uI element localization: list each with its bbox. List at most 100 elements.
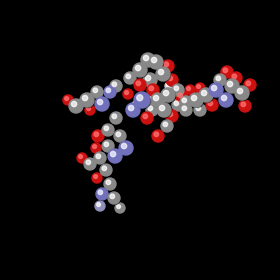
Circle shape — [244, 79, 256, 91]
Circle shape — [216, 76, 221, 81]
Circle shape — [80, 93, 94, 107]
Circle shape — [161, 88, 175, 102]
Circle shape — [96, 202, 105, 211]
Circle shape — [134, 79, 146, 91]
Circle shape — [167, 111, 178, 122]
Circle shape — [201, 90, 207, 96]
Circle shape — [151, 93, 165, 107]
Circle shape — [165, 82, 173, 90]
Circle shape — [141, 53, 155, 67]
Circle shape — [148, 106, 153, 111]
Circle shape — [246, 81, 251, 86]
Circle shape — [227, 81, 233, 87]
Circle shape — [84, 158, 96, 170]
Circle shape — [178, 93, 183, 98]
Circle shape — [221, 95, 234, 108]
Circle shape — [153, 95, 165, 108]
Circle shape — [97, 99, 103, 105]
Circle shape — [122, 143, 127, 149]
Circle shape — [187, 87, 190, 90]
Circle shape — [92, 144, 101, 153]
Circle shape — [173, 85, 185, 96]
Circle shape — [167, 75, 178, 87]
Circle shape — [134, 92, 150, 108]
Circle shape — [225, 79, 239, 93]
Circle shape — [111, 81, 122, 92]
Circle shape — [110, 112, 122, 124]
Circle shape — [119, 141, 133, 155]
Circle shape — [147, 105, 158, 116]
Circle shape — [196, 106, 200, 111]
Circle shape — [110, 80, 122, 92]
Circle shape — [96, 188, 108, 200]
Circle shape — [95, 97, 109, 111]
Circle shape — [162, 60, 174, 72]
Circle shape — [240, 101, 251, 113]
Circle shape — [85, 159, 96, 171]
Circle shape — [78, 154, 87, 163]
Circle shape — [143, 73, 157, 87]
Circle shape — [108, 192, 120, 204]
Circle shape — [109, 151, 122, 164]
Circle shape — [95, 201, 105, 211]
Circle shape — [189, 93, 203, 107]
Circle shape — [141, 112, 153, 124]
Circle shape — [156, 67, 170, 81]
Circle shape — [181, 105, 192, 116]
Circle shape — [124, 90, 133, 99]
Circle shape — [79, 155, 83, 158]
Circle shape — [231, 73, 242, 85]
Circle shape — [114, 130, 126, 142]
Circle shape — [151, 57, 164, 69]
Circle shape — [182, 98, 186, 102]
Circle shape — [191, 95, 204, 108]
Circle shape — [142, 113, 153, 124]
Circle shape — [125, 91, 129, 95]
Circle shape — [63, 95, 73, 105]
Circle shape — [158, 69, 164, 75]
Circle shape — [159, 105, 165, 111]
Circle shape — [95, 153, 106, 164]
Circle shape — [93, 145, 97, 148]
Circle shape — [145, 95, 155, 105]
Circle shape — [71, 101, 77, 107]
Circle shape — [182, 106, 186, 111]
Circle shape — [92, 173, 102, 183]
Circle shape — [106, 88, 111, 93]
Circle shape — [237, 88, 249, 101]
Circle shape — [111, 113, 122, 124]
Circle shape — [104, 86, 116, 98]
Circle shape — [151, 57, 157, 63]
Circle shape — [115, 203, 125, 213]
Circle shape — [91, 143, 101, 153]
Circle shape — [146, 104, 158, 116]
Circle shape — [166, 74, 178, 86]
Circle shape — [149, 86, 154, 91]
Circle shape — [86, 106, 95, 115]
Circle shape — [227, 81, 239, 94]
Circle shape — [93, 131, 104, 143]
Circle shape — [97, 203, 101, 207]
Circle shape — [172, 99, 184, 111]
Circle shape — [123, 89, 133, 99]
Circle shape — [116, 132, 121, 137]
Circle shape — [146, 96, 155, 105]
Circle shape — [64, 96, 73, 105]
Circle shape — [128, 105, 134, 111]
Circle shape — [137, 95, 143, 101]
Circle shape — [196, 84, 205, 93]
Circle shape — [104, 178, 116, 190]
Circle shape — [207, 101, 218, 111]
Circle shape — [147, 84, 159, 96]
Circle shape — [93, 88, 98, 93]
Circle shape — [92, 87, 103, 99]
Circle shape — [148, 85, 159, 96]
Circle shape — [91, 86, 103, 98]
Circle shape — [128, 105, 141, 118]
Circle shape — [126, 103, 140, 117]
Circle shape — [166, 83, 169, 87]
Circle shape — [98, 190, 102, 195]
Circle shape — [219, 93, 233, 107]
Circle shape — [186, 86, 195, 95]
Circle shape — [161, 120, 173, 132]
